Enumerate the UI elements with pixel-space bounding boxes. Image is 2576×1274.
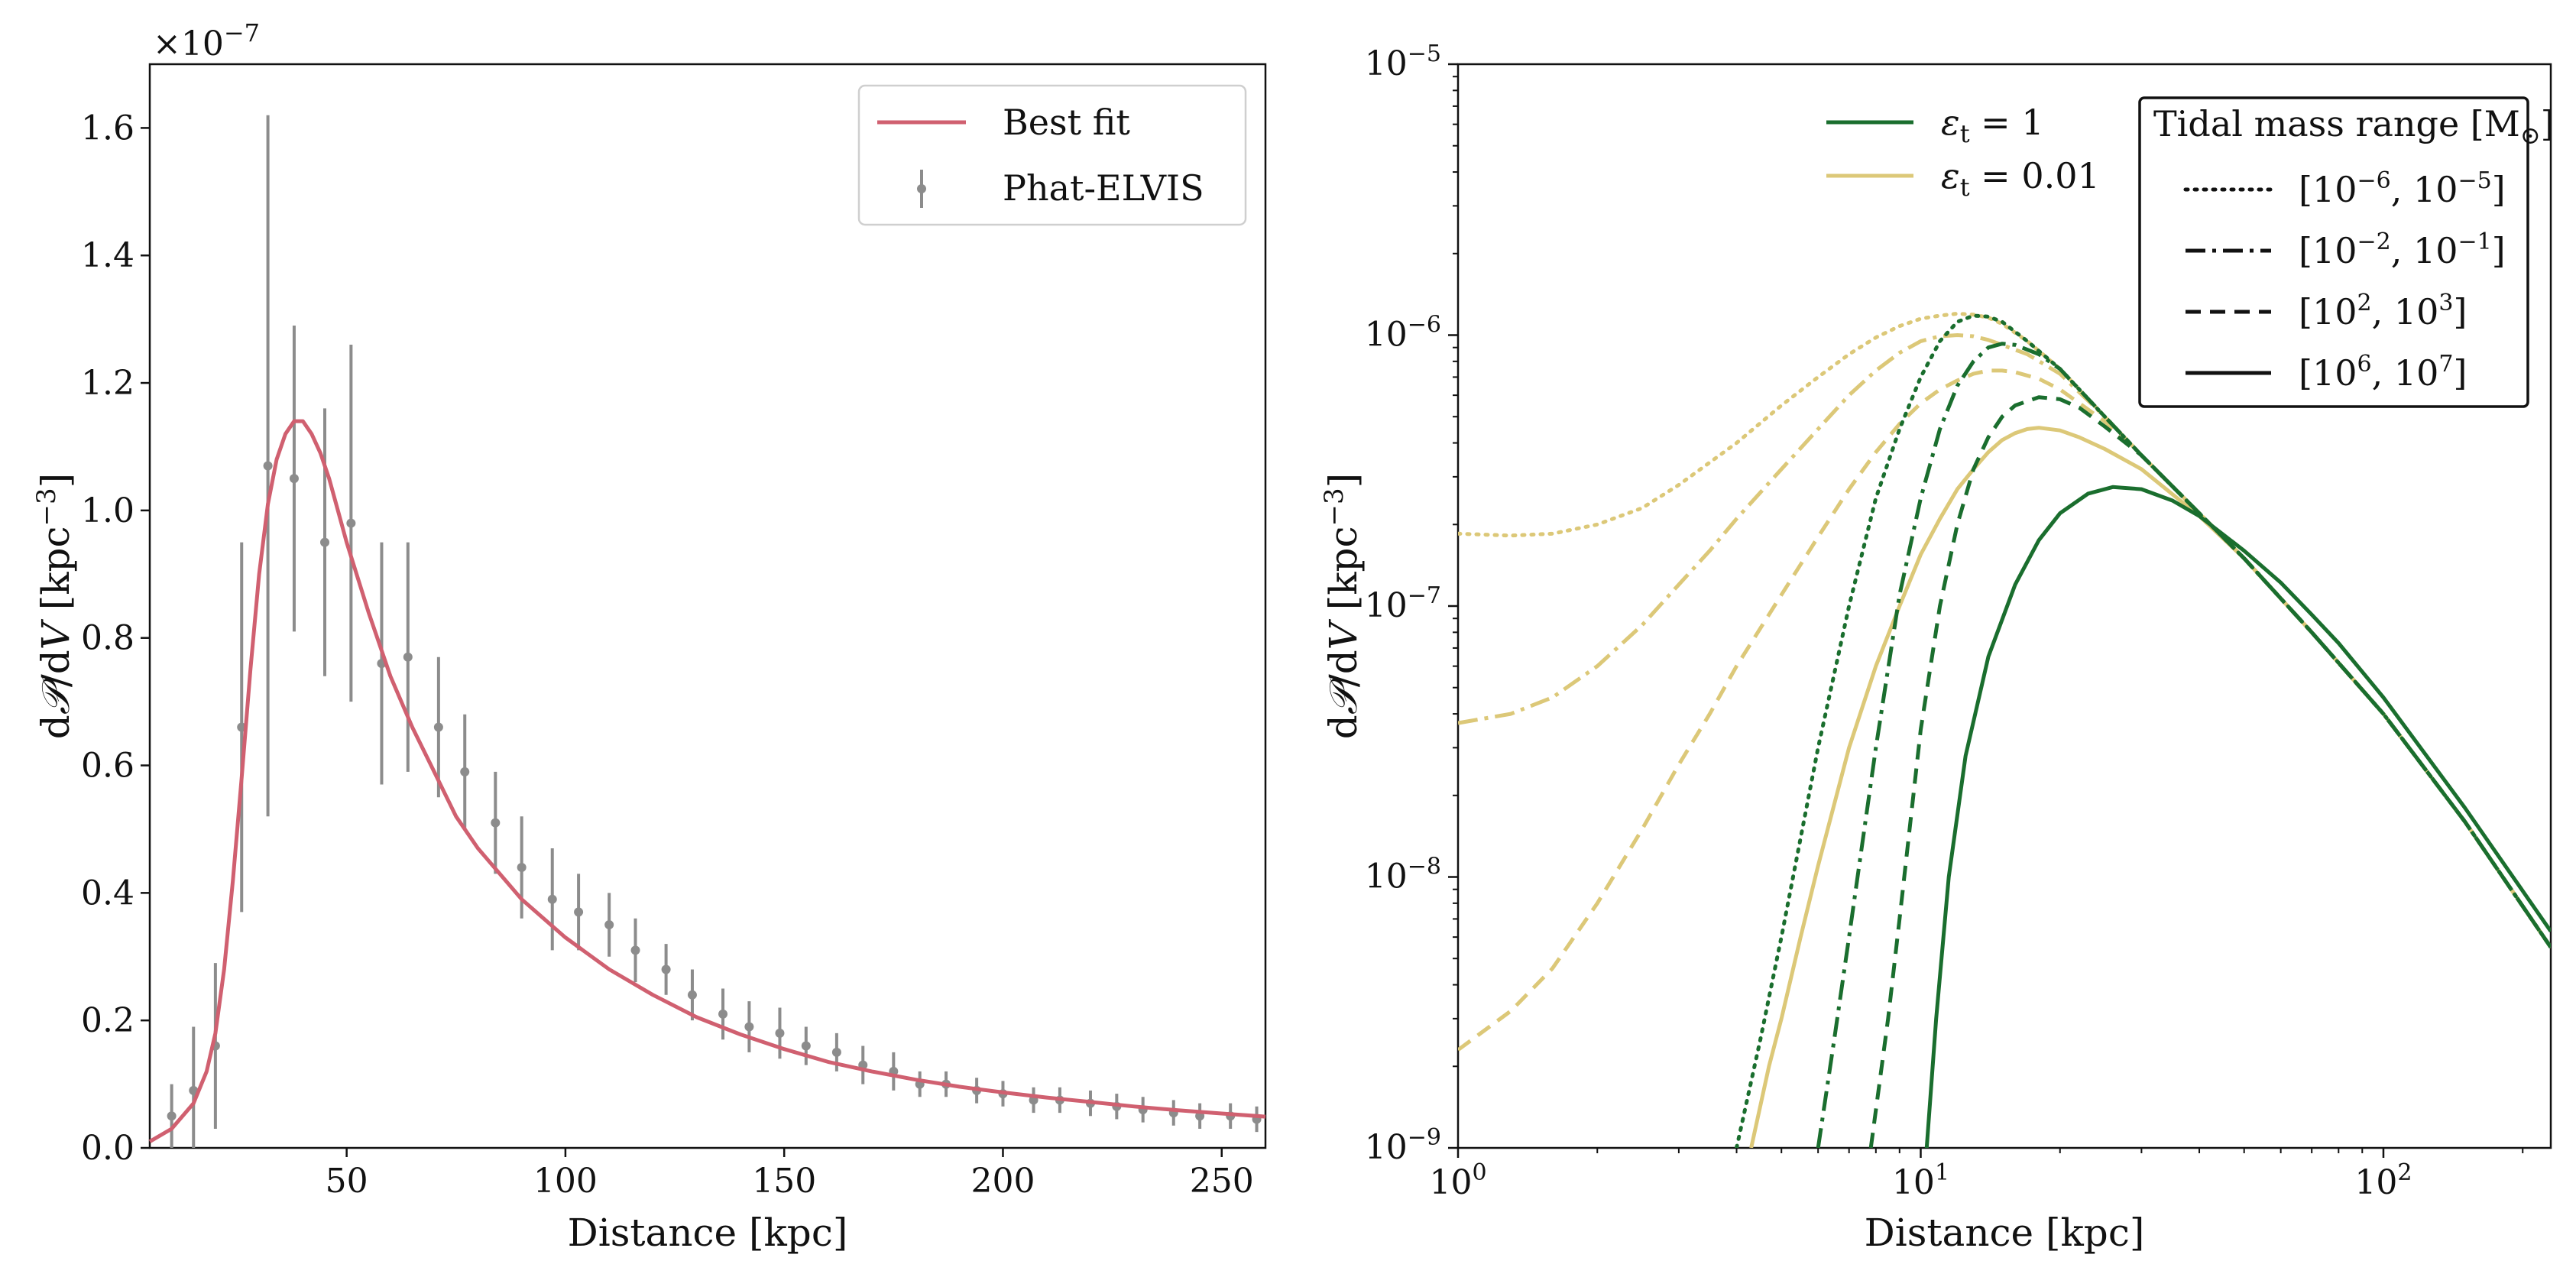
right-y-axis-label: d𝒫/dV [kpc−3] — [1319, 473, 1366, 739]
legend-best-fit-label: Best fit — [1003, 102, 1130, 143]
left-chart: 50 100 150 200 250 0.0 0.2 0.4 0.6 0.8 1.0 1.2 1.4 1.… — [31, 18, 1267, 1255]
right-mass-legend: Tidal mass range [M⊙] [10−6, 10−5] [10−2,… — [2138, 96, 2555, 408]
best-fit-curve — [148, 419, 1266, 1143]
phat-elvis-point — [403, 652, 413, 662]
phat-elvis-point — [491, 818, 501, 828]
mass-legend-box — [2138, 96, 2529, 408]
left-y-offset-label: ×10−7 — [153, 18, 260, 63]
curve-eps-0-01-1e2-1e3- — [1458, 368, 2551, 1052]
phat-elvis-point — [687, 990, 697, 1000]
mass-legend-label-dashdot: [10−2, 10−1] — [2299, 229, 2506, 271]
left-x-axis-label: Distance [kpc] — [568, 1211, 848, 1255]
phat-elvis-point — [460, 767, 470, 776]
right-x-tick-label: 101 — [1892, 1159, 1949, 1202]
phat-elvis-point — [801, 1041, 811, 1051]
phat-elvis-point — [320, 537, 330, 547]
phat-elvis-point — [433, 722, 443, 732]
right-curves — [1458, 311, 2551, 1148]
right-ticks: 100 101 102 10−9 10−8 10−7 10−6 10−5 — [1365, 41, 2524, 1202]
legend-eps-0.01-label: εt = 0.01 — [1941, 155, 2100, 202]
phat-elvis-point — [263, 461, 273, 471]
phat-elvis-point — [831, 1047, 841, 1057]
left-x-tick-label: 200 — [970, 1162, 1035, 1201]
right-y-tick-label: 10−5 — [1365, 41, 1441, 83]
curve-eps-1-1e6-1e7- — [1924, 485, 2551, 1148]
left-y-tick-label: 1.0 — [81, 491, 134, 530]
curve-eps-1-1e-6-1e-5- — [1735, 313, 2551, 1148]
mass-legend-label-solid: [106, 107] — [2299, 351, 2467, 394]
left-x-tick-label: 250 — [1190, 1162, 1254, 1201]
right-x-tick-label: 100 — [1429, 1159, 1486, 1202]
mass-legend-label-dashed: [102, 103] — [2299, 290, 2467, 332]
curve-eps-1-1e2-1e3- — [1868, 395, 2551, 1148]
curve-eps-0-01-1e-2-1e-1- — [1458, 333, 2551, 948]
mass-legend-title: Tidal mass range [M⊙] — [2153, 103, 2555, 150]
left-x-tick-label: 150 — [752, 1162, 816, 1201]
right-y-tick-label: 10−7 — [1365, 582, 1441, 625]
legend-phat-elvis-label: Phat-ELVIS — [1003, 167, 1204, 209]
phat-elvis-point — [775, 1028, 785, 1038]
left-y-tick-label: 1.2 — [81, 364, 134, 403]
phat-elvis-point — [574, 907, 584, 917]
right-x-tick-label: 102 — [2354, 1159, 2412, 1202]
left-plot-frame — [148, 63, 1267, 1149]
phat-elvis-point — [718, 1009, 728, 1019]
left-ticks: 50 100 150 200 250 0.0 0.2 0.4 0.6 0.8 1.0 1.2 1.4 1.… — [81, 109, 1254, 1201]
left-x-tick-label: 100 — [533, 1162, 598, 1201]
phat-elvis-point — [744, 1022, 754, 1032]
left-y-axis-label: d𝒫/dV [kpc−3] — [31, 473, 78, 739]
phat-elvis-point — [604, 920, 614, 930]
left-y-tick-label: 0.0 — [81, 1129, 134, 1168]
right-y-tick-label: 10−9 — [1365, 1124, 1441, 1167]
legend-eps-1-label: εt = 1 — [1941, 102, 2044, 148]
legend-phat-elvis-marker — [917, 184, 926, 193]
left-y-tick-label: 0.8 — [81, 619, 134, 658]
phat-elvis-point — [346, 518, 356, 528]
left-legend: Best fit Phat-ELVIS — [857, 84, 1247, 226]
curve-eps-0-01-1e-6-1e-5- — [1458, 311, 2551, 949]
mass-legend-entries: [10−6, 10−5] [10−2, 10−1] [102, 103] [106, … — [2183, 167, 2506, 394]
left-y-tick-label: 0.4 — [81, 874, 134, 913]
phat-elvis-point — [517, 862, 527, 872]
left-y-tick-label: 0.6 — [81, 747, 134, 786]
right-y-tick-label: 10−8 — [1365, 854, 1441, 896]
left-y-tick-label: 0.2 — [81, 1001, 134, 1040]
right-x-axis-label: Distance [kpc] — [1865, 1211, 2145, 1255]
phat-elvis-point — [661, 964, 671, 974]
right-eps-legend: εt = 1 εt = 0.01 — [1826, 102, 2100, 202]
phat-elvis-point — [167, 1111, 177, 1121]
left-y-tick-label: 1.4 — [81, 236, 134, 275]
phat-elvis-point — [547, 894, 557, 904]
curve-eps-1-1e-2-1e-1- — [1816, 342, 2551, 1148]
phat-elvis-point — [289, 474, 299, 484]
left-x-tick-label: 50 — [326, 1162, 368, 1201]
mass-legend-label-dotted: [10−6, 10−5] — [2299, 167, 2506, 210]
right-chart: 100 101 102 10−9 10−8 10−7 10−6 10−5 Distance [… — [1319, 41, 2555, 1255]
right-y-tick-label: 10−6 — [1365, 312, 1441, 355]
left-curves — [148, 115, 1266, 1148]
left-y-tick-label: 1.6 — [81, 109, 134, 147]
phat-elvis-point — [630, 945, 640, 955]
